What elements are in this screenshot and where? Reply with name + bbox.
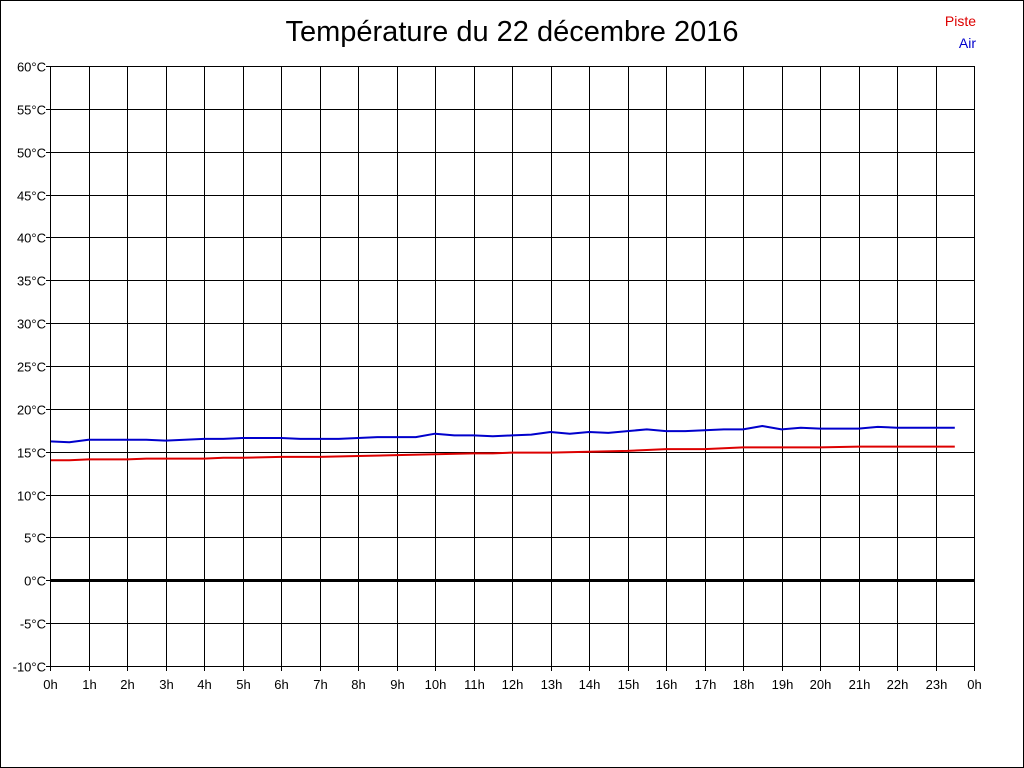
y-tick-label: 35°C	[17, 274, 46, 289]
x-tick-label: 1h	[82, 677, 96, 692]
x-tick-label: 17h	[695, 677, 717, 692]
x-tick-label: 18h	[733, 677, 755, 692]
plot-area-border	[50, 66, 975, 667]
x-tick-label: 12h	[502, 677, 524, 692]
y-tick-label: 55°C	[17, 103, 46, 118]
legend-entry-piste: Piste	[944, 13, 976, 29]
x-tick-label: 15h	[618, 677, 640, 692]
y-tick-label: 25°C	[17, 360, 46, 375]
y-tick-label: 60°C	[17, 60, 46, 75]
x-tick-label: 22h	[887, 677, 909, 692]
x-tick-label: 21h	[849, 677, 871, 692]
y-tick-label: 45°C	[17, 189, 46, 204]
series-line-piste	[50, 445, 955, 462]
x-tick-label: 20h	[810, 677, 832, 692]
x-tick-label: 6h	[274, 677, 288, 692]
y-tick-label: -5°C	[20, 617, 46, 632]
x-tick-label: 11h	[464, 677, 485, 692]
x-tick-label: 2h	[120, 677, 134, 692]
y-tick-label: 20°C	[17, 403, 46, 418]
x-tick-label: 10h	[425, 677, 447, 692]
x-tick-label: 5h	[236, 677, 250, 692]
x-tick-label: 9h	[390, 677, 404, 692]
y-tick-label: 5°C	[24, 531, 46, 546]
x-tick-label: 3h	[159, 677, 173, 692]
x-tick-label: 23h	[926, 677, 948, 692]
x-tick-label: 19h	[772, 677, 794, 692]
x-tick-label: 14h	[579, 677, 601, 692]
y-tick-label: 50°C	[17, 146, 46, 161]
x-tick-label: 13h	[541, 677, 563, 692]
x-tick-label: 16h	[656, 677, 678, 692]
x-tick-label: 4h	[197, 677, 211, 692]
x-tick-label: 7h	[313, 677, 327, 692]
series-line-air	[49, 425, 955, 444]
x-tick-label: 0h	[967, 677, 981, 692]
x-tick-label: 0h	[43, 677, 57, 692]
y-tick-label: -10°C	[13, 660, 46, 675]
y-tick-label: 15°C	[17, 446, 46, 461]
x-tick-label: 8h	[351, 677, 365, 692]
chart-title: Température du 22 décembre 2016	[285, 16, 739, 48]
legend-entry-air: Air	[958, 35, 976, 51]
y-tick-label: 10°C	[17, 489, 46, 504]
y-tick-label: 30°C	[17, 317, 46, 332]
y-tick-label: 40°C	[17, 231, 46, 246]
y-tick-label: 0°C	[24, 574, 46, 589]
